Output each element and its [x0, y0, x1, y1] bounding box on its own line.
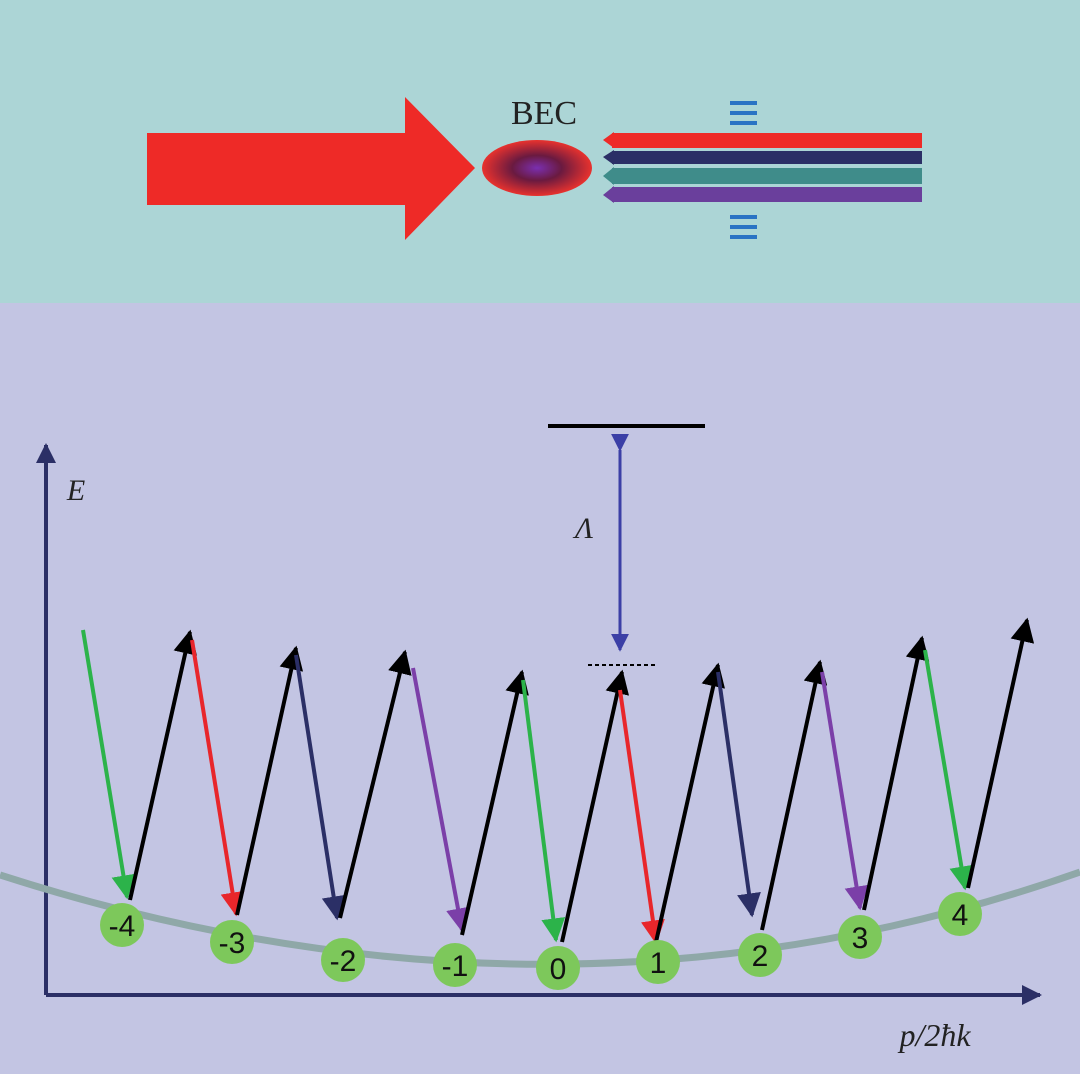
- state-label: -1: [442, 950, 469, 983]
- state-label: 1: [650, 947, 667, 980]
- transition-arrow: [760, 659, 828, 931]
- bec-label: BEC: [511, 95, 577, 132]
- state-label: -3: [219, 927, 246, 960]
- transition-arrow: [560, 669, 630, 943]
- transition-arrow: [411, 667, 470, 933]
- bottom-panel: [0, 303, 1080, 1074]
- bec-cloud: [482, 140, 592, 196]
- transition-arrow: [81, 629, 136, 900]
- state-label: 0: [550, 953, 567, 986]
- transition-arrow: [654, 662, 725, 943]
- transition-arrow: [190, 639, 245, 917]
- state-node: [210, 920, 254, 964]
- transition-arrow: [235, 645, 304, 916]
- state-label: 2: [752, 940, 769, 973]
- state-node: [938, 892, 982, 936]
- state-node: [536, 946, 580, 990]
- state-node: [100, 903, 144, 947]
- transition-arrow: [862, 635, 930, 911]
- pump-beam: [147, 97, 475, 240]
- transition-arrows: [81, 617, 1035, 945]
- ellipsis-marks: [730, 101, 757, 239]
- state-label: -4: [109, 910, 136, 943]
- transition-arrow: [294, 654, 346, 921]
- transition-arrow: [338, 649, 412, 919]
- x-axis-label: p/2ħk: [897, 1017, 971, 1053]
- transition-arrow: [923, 649, 974, 891]
- state-label: -2: [330, 945, 357, 978]
- transition-arrow: [966, 617, 1035, 889]
- transition-arrow: [128, 629, 197, 901]
- momentum-states: -4 -3 -2 -1 0 1 2 3 4: [100, 892, 982, 990]
- transition-arrow: [618, 689, 665, 945]
- transition-arrow: [460, 669, 529, 936]
- state-node: [838, 915, 882, 959]
- scattered-beams: [603, 132, 922, 203]
- state-node: [636, 940, 680, 984]
- state-node: [433, 943, 477, 987]
- transition-arrow: [716, 671, 761, 918]
- state-node: [738, 933, 782, 977]
- state-label: 4: [952, 899, 969, 932]
- transition-arrow: [521, 679, 566, 943]
- y-axis-label: E: [66, 474, 85, 507]
- state-node: [321, 938, 365, 982]
- state-label: 3: [852, 922, 869, 955]
- transition-arrow: [820, 671, 869, 911]
- detuning-label: Λ: [572, 512, 593, 545]
